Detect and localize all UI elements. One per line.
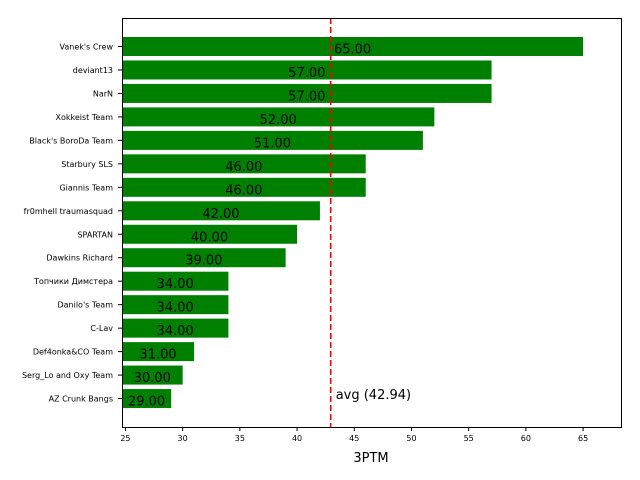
y-tick-label: Dawkins Richard — [46, 254, 113, 263]
y-tick-label: Starbury SLS — [61, 160, 113, 169]
y-tick-label: SPARTAN — [77, 230, 113, 239]
y-tick-label: Serg_Lo and Oxy Team — [22, 371, 113, 380]
y-tick-label: Xokkeist Team — [56, 113, 114, 122]
plot-area-frame — [122, 18, 622, 428]
x-tick-label: 30 — [178, 434, 188, 443]
bar — [122, 318, 229, 338]
bar-value-label: 57.00 — [288, 89, 325, 104]
bar-value-label: 46.00 — [225, 183, 262, 198]
y-tick-label: Black's BoroDa Team — [29, 136, 113, 145]
y-tick-label: Def4onka&CO Team — [33, 348, 113, 357]
y-tick-label: AZ Crunk Bangs — [49, 395, 113, 404]
bar-value-label: 34.00 — [157, 324, 194, 339]
bar — [122, 365, 183, 385]
bar — [122, 177, 366, 197]
x-tick-label: 50 — [406, 434, 416, 443]
y-tick-label: fr0mhell traumasquad — [24, 207, 113, 216]
y-tick-label: Danilo's Team — [57, 301, 113, 310]
bar-value-label: 39.00 — [185, 254, 222, 269]
x-axis-ticks: 25 30 35 40 45 50 55 60 65 — [120, 427, 588, 443]
bar-value-label: 30.00 — [134, 371, 171, 386]
bar — [122, 60, 492, 80]
x-tick-label: 60 — [521, 434, 531, 443]
bar — [122, 154, 366, 174]
y-tick-label: NarN — [93, 89, 113, 98]
bar — [122, 224, 298, 244]
bar — [122, 201, 320, 221]
x-tick-label: 25 — [120, 434, 130, 443]
x-tick-label: 65 — [578, 434, 588, 443]
x-tick-label: 35 — [235, 434, 245, 443]
bar-value-label: 52.00 — [260, 113, 297, 128]
bar-value-label: 29.00 — [128, 395, 165, 410]
bar-value-label: 34.00 — [157, 277, 194, 292]
bar — [122, 130, 423, 150]
bar — [122, 271, 229, 291]
bar-value-label: 57.00 — [288, 66, 325, 81]
x-tick-label: 55 — [464, 434, 474, 443]
x-tick-label: 40 — [292, 434, 302, 443]
bar-value-label: 42.00 — [202, 207, 239, 222]
bar — [122, 37, 584, 56]
x-axis-label: 3PTM — [353, 451, 388, 466]
y-tick-label: deviant13 — [73, 66, 113, 75]
bar — [122, 342, 195, 362]
bar-value-labels: 65.00 57.00 57.00 52.00 51.00 46.00 46.00 42.00… — [128, 43, 371, 410]
bar-value-label: 31.00 — [139, 348, 176, 363]
bar — [122, 83, 492, 103]
bar — [122, 248, 286, 268]
average-label: avg (42.94) — [336, 388, 411, 403]
bar-value-label: 51.00 — [254, 136, 291, 151]
bar — [122, 389, 172, 409]
bar-value-label: 40.00 — [191, 230, 228, 245]
bar — [122, 295, 229, 315]
bar — [122, 107, 435, 127]
bar-value-label: 46.00 — [225, 160, 262, 175]
x-tick-label: 45 — [349, 434, 359, 443]
y-tick-label: C-Lav — [90, 324, 113, 333]
y-axis-ticks: Vanek's Crew deviant13 NarN Xokkeist Team Bl… — [22, 43, 122, 404]
bar-value-label: 34.00 — [157, 301, 194, 316]
y-tick-label: Giannis Team — [59, 183, 113, 192]
y-tick-label: Vanek's Crew — [60, 43, 114, 52]
bars-group — [122, 37, 584, 409]
bar-value-label: 65.00 — [334, 43, 371, 58]
y-tick-label: Топчики Димстера — [33, 277, 113, 286]
